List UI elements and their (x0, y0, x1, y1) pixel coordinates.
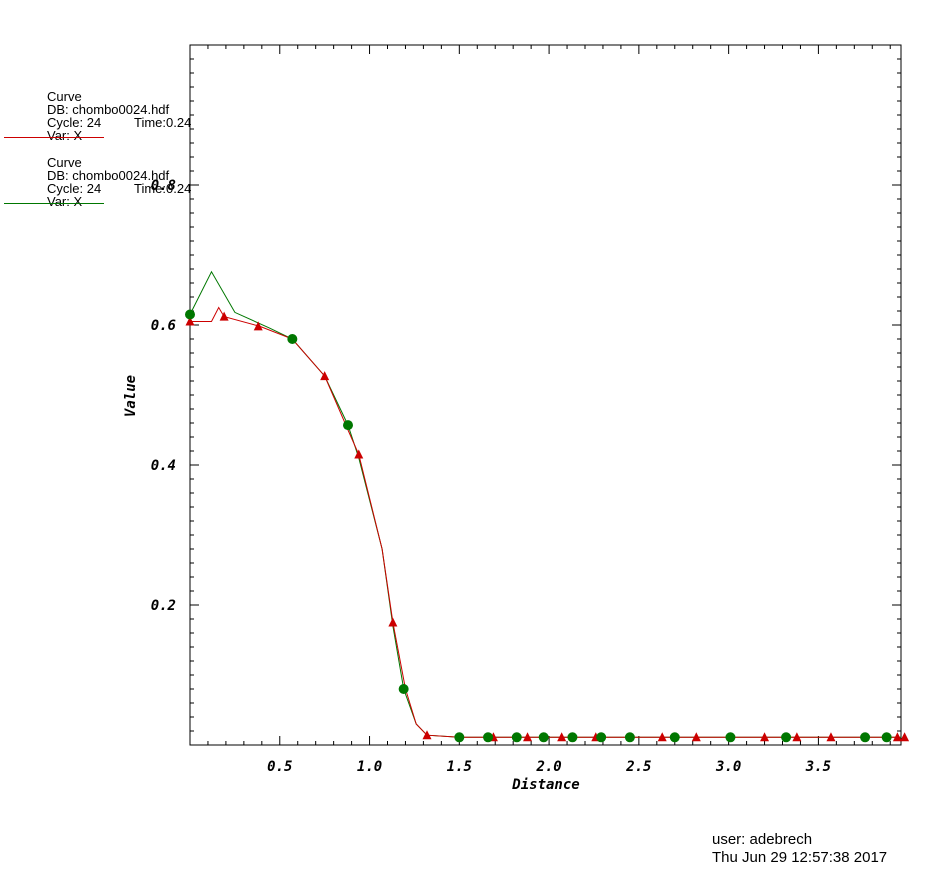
y-tick-label: 0.6 (151, 318, 176, 334)
data-point-triangle (760, 732, 770, 742)
data-point-triangle (320, 371, 330, 381)
data-point-circle (669, 732, 680, 743)
legend-2-var: Var: X (47, 194, 83, 209)
x-tick-label: 2.0 (535, 759, 561, 775)
y-axis-title: Value (123, 375, 139, 417)
data-point-triangle (826, 732, 836, 742)
data-point-circle (398, 684, 409, 694)
legend-1-title: Curve (47, 89, 82, 104)
legend-1-swatch (4, 137, 104, 138)
series-lines (189, 270, 901, 738)
data-point-circle (725, 732, 736, 743)
data-point-triangle (557, 732, 567, 742)
series-line-2 (189, 270, 901, 738)
y-tick-label: 0.8 (151, 178, 176, 194)
user-name: user: adebrech (712, 831, 813, 848)
data-point-circle (287, 334, 298, 344)
data-point-triangle (691, 732, 701, 742)
data-point-triangle (253, 321, 263, 331)
data-point-triangle (219, 311, 229, 321)
series-markers (185, 309, 910, 743)
x-tick-label: 0.5 (267, 759, 292, 775)
data-point-triangle (354, 449, 364, 459)
timestamp: Thu Jun 29 12:57:38 2017 (712, 849, 888, 866)
x-tick-label: 1.5 (447, 759, 472, 775)
data-point-circle (596, 732, 607, 743)
data-point-circle (454, 732, 465, 743)
data-point-triangle (892, 732, 902, 742)
data-point-circle (483, 732, 494, 743)
data-point-triangle (388, 617, 398, 627)
y-tick-label: 0.2 (151, 598, 176, 614)
legend-2-cycle: Cycle: 24 (47, 181, 102, 196)
data-point-triangle (792, 732, 802, 742)
data-point-triangle (185, 316, 195, 326)
data-point-circle (185, 309, 195, 320)
data-point-triangle (900, 732, 910, 742)
data-point-circle (781, 732, 792, 743)
axis-ticks (190, 45, 901, 745)
legend-2-time: Time:0.24 (134, 181, 192, 196)
legend-1-var: Var: X (47, 128, 83, 143)
data-point-triangle (523, 732, 533, 742)
legend-1-cycle: Cycle: 24 (47, 115, 102, 130)
x-tick-label: 1.0 (357, 759, 382, 775)
axis-tick-labels: 0.5 1.0 1.5 2.0 2.5 3.0 3.5 0.2 0.4 0.6 0.8 (151, 178, 831, 775)
data-point-circle (881, 732, 892, 743)
data-point-circle (624, 732, 635, 743)
data-point-circle (511, 732, 522, 743)
data-point-circle (860, 732, 871, 743)
data-point-circle (567, 732, 578, 743)
x-tick-label: 3.0 (715, 759, 741, 775)
x-tick-label: 3.5 (805, 759, 831, 775)
legend-2-db: DB: chombo0024.hdf (47, 168, 170, 183)
data-point-triangle (422, 730, 432, 740)
y-tick-label: 0.4 (151, 458, 176, 474)
legend-1-time: Time:0.24 (134, 115, 192, 130)
legend-1-db: DB: chombo0024.hdf (47, 102, 170, 117)
legend-2-title: Curve (47, 155, 82, 170)
series-line-1 (190, 306, 898, 738)
plot-frame (189, 44, 902, 746)
legend-2-swatch (4, 203, 104, 204)
data-point-circle (538, 732, 549, 743)
data-point-circle (343, 420, 353, 431)
data-point-triangle (657, 732, 667, 742)
x-tick-label: 2.5 (625, 759, 651, 775)
x-axis-title: Distance (511, 777, 579, 793)
